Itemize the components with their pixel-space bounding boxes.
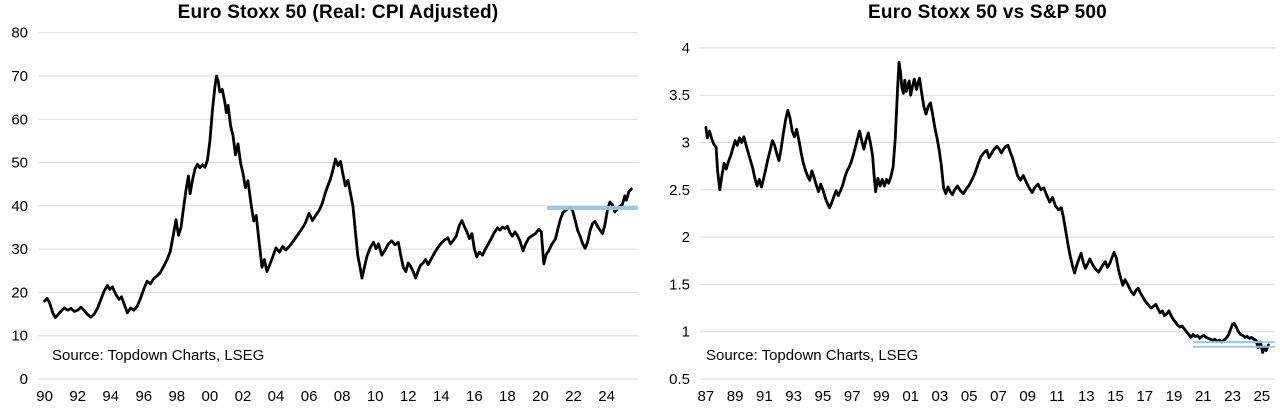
x-axis-tick-label: 07	[990, 388, 1007, 405]
x-axis-tick-label: 99	[873, 388, 890, 405]
euro-stoxx-50-real-cpi-adjusted-line	[43, 74, 633, 319]
x-axis-tick-label: 17	[1136, 388, 1153, 405]
x-axis-tick-label: 97	[844, 388, 861, 405]
euro-stoxx-50-sp500-ratio-line	[704, 60, 1270, 354]
x-axis-tick-label: 89	[727, 388, 744, 405]
x-axis-tick-label: 04	[268, 388, 285, 405]
x-axis-tick-label: 16	[466, 388, 483, 405]
x-axis-tick-label: 22	[565, 388, 582, 405]
x-axis-tick-label: 21	[1195, 388, 1212, 405]
y-axis-tick-label: 30	[11, 241, 28, 258]
x-axis-tick-label: 90	[36, 388, 53, 405]
x-axis-tick-label: 18	[499, 388, 516, 405]
x-axis-tick-label: 10	[367, 388, 384, 405]
x-axis-tick-label: 05	[961, 388, 978, 405]
y-axis-tick-label: 1	[682, 324, 690, 341]
x-axis-tick-label: 06	[301, 388, 318, 405]
right-chart-title: Euro Stoxx 50 vs S&P 500	[868, 2, 1107, 23]
y-axis-tick-label: 80	[11, 25, 28, 42]
right-source-note: Source: Topdown Charts, LSEG	[706, 347, 919, 364]
x-axis-tick-label: 98	[168, 388, 185, 405]
x-axis-tick-label: 01	[902, 388, 919, 405]
y-axis-tick-label: 40	[11, 198, 28, 215]
left-chart-title: Euro Stoxx 50 (Real: CPI Adjusted)	[177, 2, 499, 23]
x-axis-tick-label: 91	[756, 388, 773, 405]
x-axis-tick-label: 92	[69, 388, 86, 405]
x-axis-tick-label: 13	[1078, 388, 1095, 405]
x-axis-tick-label: 11	[1049, 388, 1065, 405]
euro-stoxx-50-real-chart: 80 70 60 50 40 30 20 10 0 90 92 94 96 98 00 02 04 06 08 10 1…	[11, 25, 638, 405]
x-axis-tick-label: 08	[334, 388, 351, 405]
x-axis-tick-label: 95	[815, 388, 832, 405]
y-axis-tick-label: 10	[11, 328, 28, 345]
x-axis-tick-label: 87	[698, 388, 715, 405]
x-axis-tick-label: 09	[1019, 388, 1036, 405]
x-axis-tick-label: 25	[1253, 388, 1270, 405]
x-axis-tick-label: 19	[1166, 388, 1183, 405]
y-axis-tick-label: 2.5	[669, 182, 690, 199]
y-axis-tick-label: 70	[11, 68, 28, 85]
x-axis-tick-label: 93	[785, 388, 802, 405]
x-axis-tick-label: 14	[433, 388, 450, 405]
x-axis-tick-label: 15	[1107, 388, 1124, 405]
x-axis-tick-label: 96	[135, 388, 152, 405]
x-axis-tick-label: 23	[1224, 388, 1241, 405]
y-axis-tick-label: 4	[682, 40, 690, 57]
y-axis-tick-label: 0.5	[669, 371, 690, 388]
y-axis-tick-label: 3.5	[669, 87, 690, 104]
y-axis-tick-label: 20	[11, 284, 28, 301]
y-axis-tick-label: 3	[682, 135, 690, 152]
left-source-note: Source: Topdown Charts, LSEG	[52, 347, 265, 364]
x-axis-tick-label: 94	[102, 388, 119, 405]
y-axis-tick-label: 1.5	[669, 276, 690, 293]
y-axis-tick-label: 50	[11, 155, 28, 172]
y-axis-tick-label: 2	[682, 229, 690, 246]
x-axis-tick-label: 12	[400, 388, 417, 405]
x-axis-tick-label: 00	[202, 388, 219, 405]
y-axis-tick-label: 0	[20, 371, 28, 388]
x-axis-tick-label: 02	[235, 388, 252, 405]
euro-stoxx-50-vs-sp500-chart: 4 3.5 3 2.5 2 1.5 1 0.5 87 89 91 93 95 97 99 01 03 05 07 09…	[669, 40, 1275, 405]
x-axis-tick-label: 20	[532, 388, 549, 405]
y-axis-tick-label: 60	[11, 111, 28, 128]
x-axis-tick-label: 24	[598, 388, 615, 405]
x-axis-tick-label: 03	[932, 388, 949, 405]
